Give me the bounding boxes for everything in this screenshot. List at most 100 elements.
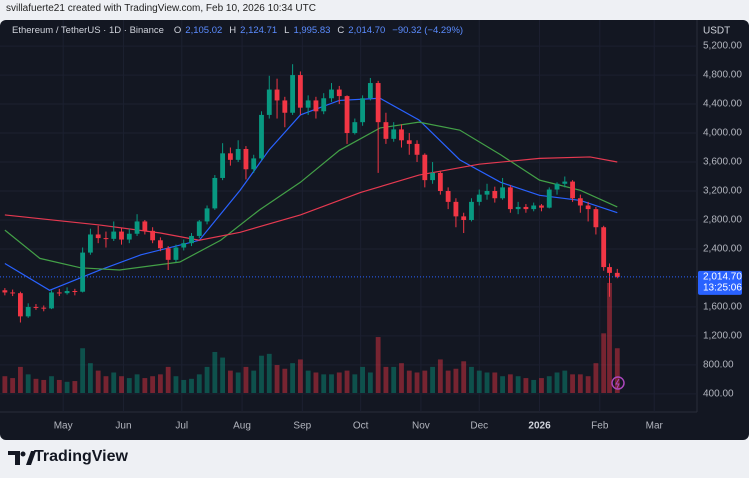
- candle-body: [56, 292, 62, 294]
- ohlc-key: C: [337, 25, 345, 36]
- volume-bar: [259, 355, 264, 393]
- volume-bar: [430, 366, 435, 393]
- volume-bar: [196, 374, 202, 393]
- volume-bar: [49, 376, 54, 393]
- candle-body: [25, 306, 31, 317]
- volume-bar: [344, 370, 350, 393]
- volume-bar: [165, 366, 171, 393]
- candle-body: [562, 181, 568, 184]
- y-tick-label: 1,600.00: [703, 302, 742, 313]
- candle-body: [399, 129, 404, 141]
- volume-bar: [546, 376, 552, 393]
- candle-body: [134, 221, 140, 234]
- y-tick-label: 400.00: [703, 389, 734, 400]
- volume-bar: [461, 361, 467, 393]
- candle-body: [614, 272, 620, 277]
- moving-average: [4, 121, 618, 271]
- candle-body: [119, 231, 124, 240]
- volume-bar: [367, 372, 373, 393]
- candle-body: [49, 292, 54, 309]
- volume-bar: [10, 378, 16, 393]
- candle-body: [391, 129, 397, 139]
- ohlc-key: O: [173, 25, 182, 36]
- volume-bar: [41, 379, 47, 393]
- ohlc-value: 2,124.71: [240, 25, 278, 36]
- volume-bar: [266, 353, 272, 393]
- candle-body: [344, 96, 350, 134]
- candle-body: [383, 122, 389, 139]
- y-tick-label: 2,800.00: [703, 215, 742, 226]
- candle-body: [515, 206, 521, 210]
- brand: TradingView: [34, 448, 128, 465]
- volume-bar: [173, 376, 179, 393]
- volume-bar: [2, 376, 8, 393]
- ohlc-key: H: [229, 25, 237, 36]
- volume-bar: [103, 376, 109, 393]
- event-icon[interactable]: [611, 376, 625, 390]
- x-tick-label: Oct: [353, 421, 369, 432]
- candle-body: [212, 177, 218, 209]
- volume-bar: [321, 374, 327, 393]
- candle-body: [259, 114, 264, 159]
- volume-bar: [25, 374, 31, 393]
- candle-body: [10, 292, 16, 294]
- candle-body: [414, 143, 420, 155]
- candle-body: [406, 140, 412, 144]
- candle-body: [437, 172, 443, 192]
- candle-body: [523, 206, 529, 210]
- candle-body: [220, 153, 226, 178]
- y-tick-label: 3,200.00: [703, 186, 742, 197]
- volume-bar: [64, 381, 70, 393]
- volume-bar: [204, 366, 210, 393]
- candle-body: [103, 238, 109, 240]
- moving-average: [4, 97, 618, 291]
- candle-body: [150, 230, 156, 241]
- last-price-box: [698, 270, 742, 295]
- volume-bar: [476, 370, 482, 393]
- candle-body: [189, 235, 194, 244]
- y-tick-label: 4,400.00: [703, 99, 742, 110]
- x-tick-label: Sep: [293, 421, 311, 432]
- y-tick-label: 4,000.00: [703, 128, 742, 139]
- x-tick-label: 2026: [528, 421, 551, 432]
- last-price-label: 2,014.70: [703, 272, 742, 283]
- volume-bar: [585, 376, 591, 393]
- volume-bar: [601, 333, 607, 393]
- x-tick-label: Jun: [115, 421, 131, 432]
- candle-body: [126, 233, 132, 240]
- volume-bar: [329, 374, 334, 393]
- volume-bar: [414, 372, 420, 393]
- x-tick-label: Jul: [175, 421, 188, 432]
- countdown: 13:25:06: [703, 283, 742, 294]
- x-tick-label: May: [54, 421, 73, 432]
- candle-body: [329, 89, 334, 99]
- volume-bar: [562, 370, 568, 393]
- candle-body: [313, 100, 319, 112]
- candle-body: [274, 89, 280, 101]
- y-tick-label: 800.00: [703, 360, 734, 371]
- candle-body: [585, 205, 591, 210]
- candle-body: [461, 216, 467, 220]
- volume-bar: [274, 365, 280, 393]
- ohlc-key: L: [284, 25, 290, 36]
- volume-bar: [227, 370, 233, 393]
- volume-bar: [251, 370, 257, 393]
- y-tick-label: 5,200.00: [703, 41, 742, 52]
- volume-bar: [391, 366, 397, 393]
- volume-bar: [360, 366, 366, 393]
- y-tick-label: 4,800.00: [703, 70, 742, 81]
- candle-body: [33, 306, 39, 308]
- volume-bar: [383, 366, 389, 393]
- volume-bar: [437, 359, 443, 393]
- volume-bar: [290, 363, 296, 393]
- candle-body: [157, 240, 163, 249]
- volume-bar: [507, 374, 513, 393]
- symbol: Ethereum / TetherUS · 1D · Binance: [12, 25, 164, 36]
- candle-body: [445, 191, 451, 202]
- volume-bar: [95, 370, 101, 393]
- candle-body: [476, 194, 482, 202]
- candle-body: [422, 154, 428, 181]
- candle-body: [492, 191, 498, 199]
